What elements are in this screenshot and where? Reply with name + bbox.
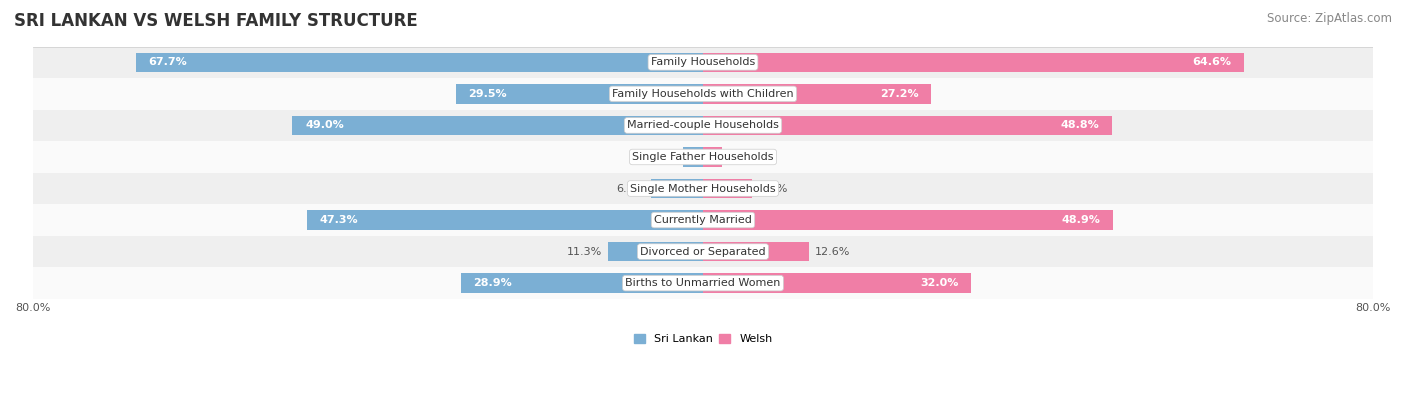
Text: Single Mother Households: Single Mother Households (630, 184, 776, 194)
Text: SRI LANKAN VS WELSH FAMILY STRUCTURE: SRI LANKAN VS WELSH FAMILY STRUCTURE (14, 12, 418, 30)
Text: 67.7%: 67.7% (148, 57, 187, 68)
Bar (292, 116, 703, 135)
Bar (32, 78, 1374, 110)
Bar (703, 84, 931, 103)
Bar (703, 273, 972, 293)
Bar (609, 242, 703, 261)
Text: Divorced or Separated: Divorced or Separated (640, 246, 766, 257)
Text: 32.0%: 32.0% (920, 278, 959, 288)
Text: 64.6%: 64.6% (1192, 57, 1232, 68)
Text: 6.2%: 6.2% (616, 184, 644, 194)
Text: 12.6%: 12.6% (815, 246, 851, 257)
Text: 48.8%: 48.8% (1060, 120, 1099, 130)
Text: Single Father Households: Single Father Households (633, 152, 773, 162)
Bar (683, 147, 703, 167)
Text: Births to Unmarried Women: Births to Unmarried Women (626, 278, 780, 288)
Text: Source: ZipAtlas.com: Source: ZipAtlas.com (1267, 12, 1392, 25)
Text: 2.3%: 2.3% (728, 152, 758, 162)
Text: 2.4%: 2.4% (648, 152, 676, 162)
Legend: Sri Lankan, Welsh: Sri Lankan, Welsh (628, 330, 778, 349)
Bar (456, 84, 703, 103)
Bar (32, 236, 1374, 267)
Text: 5.9%: 5.9% (759, 184, 787, 194)
Bar (703, 53, 1244, 72)
Bar (651, 179, 703, 198)
Bar (307, 210, 703, 230)
Bar (32, 110, 1374, 141)
Bar (461, 273, 703, 293)
Bar (32, 173, 1374, 204)
Bar (32, 141, 1374, 173)
Text: 47.3%: 47.3% (319, 215, 359, 225)
Bar (32, 47, 1374, 78)
Text: Family Households with Children: Family Households with Children (612, 89, 794, 99)
Text: 28.9%: 28.9% (474, 278, 512, 288)
Bar (32, 204, 1374, 236)
Text: 27.2%: 27.2% (880, 89, 918, 99)
Text: 29.5%: 29.5% (468, 89, 508, 99)
Bar (703, 179, 752, 198)
Bar (703, 147, 723, 167)
Bar (703, 116, 1112, 135)
Text: 11.3%: 11.3% (567, 246, 602, 257)
Bar (703, 210, 1112, 230)
Text: Currently Married: Currently Married (654, 215, 752, 225)
Bar (703, 242, 808, 261)
Text: 48.9%: 48.9% (1062, 215, 1099, 225)
Text: 49.0%: 49.0% (305, 120, 343, 130)
Bar (32, 267, 1374, 299)
Text: Married-couple Households: Married-couple Households (627, 120, 779, 130)
Bar (136, 53, 703, 72)
Text: Family Households: Family Households (651, 57, 755, 68)
